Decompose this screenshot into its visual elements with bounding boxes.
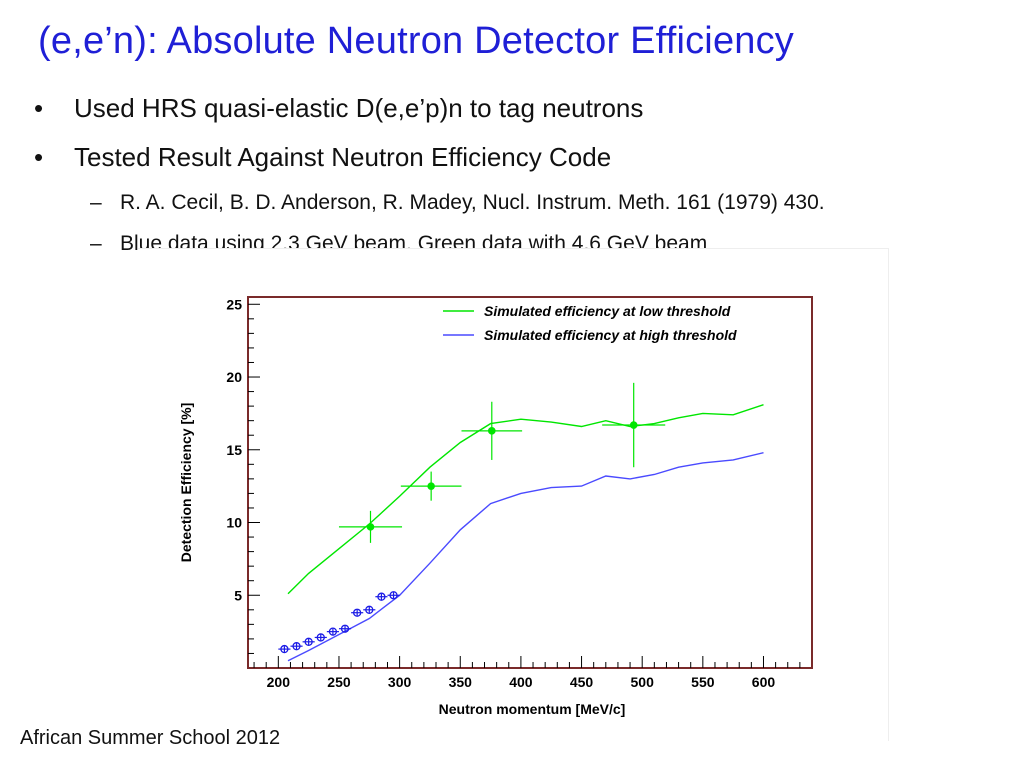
data-point — [427, 482, 435, 490]
data-point — [487, 427, 496, 435]
data-point — [389, 591, 398, 600]
data-point — [377, 592, 386, 601]
legend-label: Simulated efficiency at low threshold — [484, 303, 731, 319]
data-point — [629, 421, 638, 429]
bullet-text: Used HRS quasi-elastic D(e,e’p)n to tag … — [74, 93, 644, 123]
data-point — [365, 605, 374, 614]
x-tick-label: 450 — [570, 674, 594, 690]
data-point — [304, 637, 313, 646]
series-line — [287, 452, 764, 662]
dash-marker: – — [90, 232, 102, 255]
data-point — [316, 633, 325, 642]
y-axis-label: Detection Efficiency [%] — [178, 403, 194, 562]
footer-text: African Summer School 2012 — [20, 727, 281, 749]
x-tick-label: 300 — [388, 674, 412, 690]
data-point — [328, 627, 338, 636]
bullet-text: Tested Result Against Neutron Efficiency… — [74, 142, 612, 172]
x-tick-label: 400 — [509, 674, 533, 690]
y-tick-label: 20 — [226, 369, 242, 385]
x-tick-label: 350 — [449, 674, 473, 690]
x-tick-label: 600 — [752, 674, 776, 690]
x-axis-label: Neutron momentum [MeV/c] — [439, 701, 626, 717]
x-tick-label: 500 — [631, 674, 655, 690]
data-point — [340, 624, 350, 633]
bullet-item: • Used HRS quasi-elastic D(e,e’p)n to ta… — [30, 93, 1010, 123]
sub-bullet-text: R. A. Cecil, B. D. Anderson, R. Madey, N… — [120, 191, 825, 214]
sub-bullet-item: – R. A. Cecil, B. D. Anderson, R. Madey,… — [30, 191, 1010, 215]
y-tick-label: 15 — [226, 442, 242, 458]
bullet-marker: • — [34, 93, 44, 123]
slide-title: (e,e’n): Absolute Neutron Detector Effic… — [38, 20, 795, 62]
dash-marker: – — [90, 191, 102, 214]
data-point — [366, 523, 375, 531]
y-tick-label: 25 — [226, 296, 242, 312]
x-tick-label: 550 — [691, 674, 715, 690]
series-line — [287, 404, 764, 595]
legend-label: Simulated efficiency at high threshold — [484, 327, 737, 343]
data-point — [353, 608, 362, 617]
x-tick-label: 250 — [327, 674, 351, 690]
bullet-item: • Tested Result Against Neutron Efficien… — [30, 142, 1010, 172]
x-tick-label: 200 — [267, 674, 291, 690]
y-tick-label: 10 — [226, 515, 242, 531]
data-point — [280, 644, 289, 654]
data-point — [292, 642, 301, 651]
y-tick-label: 5 — [234, 587, 242, 603]
bullet-marker: • — [34, 142, 44, 172]
plot-frame — [247, 296, 813, 669]
